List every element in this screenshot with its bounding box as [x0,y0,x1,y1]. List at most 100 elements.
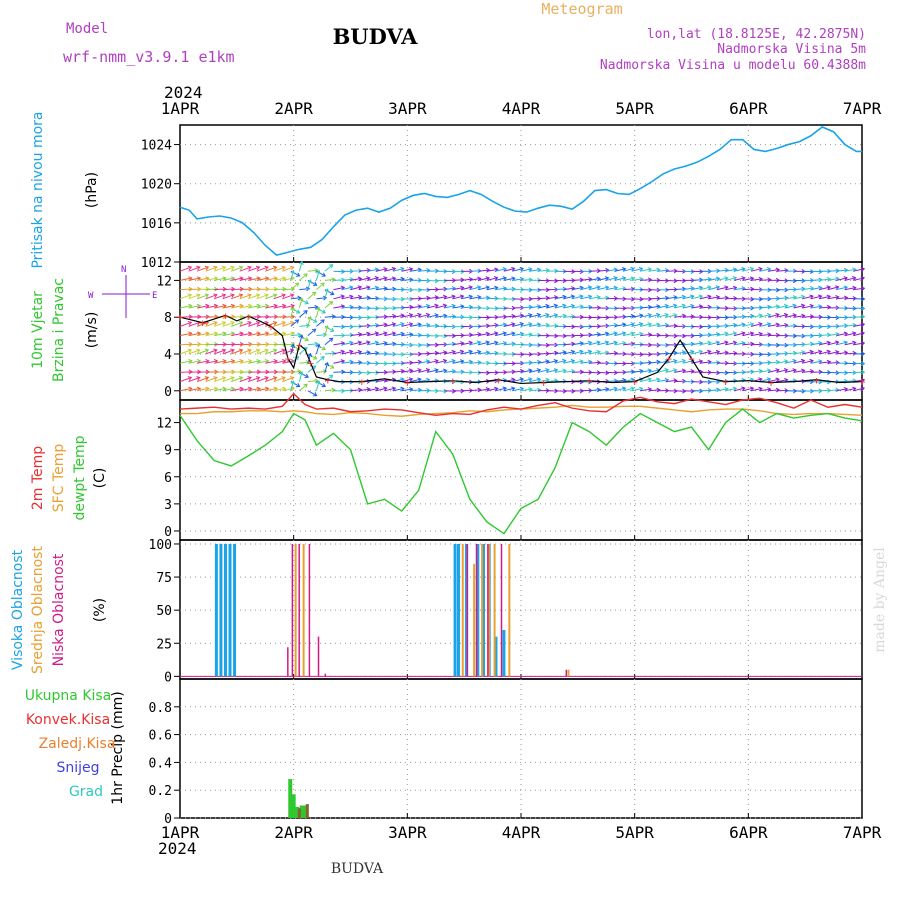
wind-arrow-head [502,276,507,281]
wind-arrow-head [596,340,601,346]
wind-arrow [520,306,532,309]
wind-arrow-head [579,349,584,355]
wind-arrow [546,379,558,383]
wind-arrow [682,370,694,373]
wind-arrow-head [553,368,559,373]
wind-arrow-head [281,348,286,354]
wind-arrow [691,286,703,291]
low-cloud-bar [466,543,469,677]
wind-arrow-head [553,303,559,309]
y-tick-label: 1020 [141,178,172,193]
wind-arrow-head [860,377,866,383]
wind-arrow-head [331,314,336,319]
wind-arrow [358,351,370,355]
wind-arrow [495,287,507,291]
wind-arrow [768,378,780,383]
wind-arrow [742,277,754,281]
wind-arrow [205,305,218,309]
wind-arrow [401,268,413,272]
high-cloud-bar [456,543,460,677]
wind-arrow [273,349,286,355]
wind-arrow [606,387,618,392]
wind-arrow [307,269,318,272]
high-cloud-bar [502,630,506,677]
wind-arrow [512,268,524,272]
wind-arrow [555,288,567,291]
wind-arrow-head [536,377,542,383]
wind-arrow-head [511,286,516,292]
wind-arrow-head [681,303,686,309]
wind-arrow [427,360,439,364]
wind-arrow [597,277,609,281]
wind-arrow [614,342,626,346]
wind-arrow-head [775,312,780,318]
wind-arrow-head [630,266,635,272]
wind-arrow-head [732,276,738,281]
wind-arrow [188,360,201,364]
wind-arrow-head [638,266,644,272]
wind-arrow [631,333,643,337]
wind-arrow [537,369,549,373]
wind-arrow [529,268,541,272]
wind-arrow [188,294,200,300]
wind-arrow-head [638,322,644,327]
wind-arrow [333,371,345,373]
wind-arrow [563,295,575,300]
wind-arrow [785,369,797,373]
wind-arrow [785,304,797,309]
wind-arrow [307,380,318,383]
wind-arrow-head [656,387,661,393]
wind-arrow [239,321,252,327]
wind-arrow-head [451,294,456,300]
wind-arrow [393,268,404,272]
wind-arrow [836,277,848,281]
wind-arrow [606,332,618,337]
wind-arrow-head [313,281,318,287]
wind-arrow-head [196,348,201,354]
wind-arrow [844,268,856,272]
wind-arrow [273,332,286,337]
wind-arrow-head [775,387,781,393]
wind-arrow [231,387,244,392]
wind-arrow [554,304,566,309]
precip-total-bar [295,806,300,818]
wind-arrow [452,342,464,346]
wind-arrow [248,387,261,392]
wind-arrow-head [655,312,661,318]
wind-arrow-head [272,320,278,326]
wind-arrow [265,332,278,337]
wind-arrow [580,361,592,364]
wind-arrow [273,266,286,272]
wind-arrow [333,305,345,309]
wind-arrow [418,324,430,327]
wind-arrow [486,268,498,272]
wind-arrow [196,332,209,337]
wind-arrow-head [494,386,499,392]
wind-arrow [648,268,660,272]
high-cloud-bar [219,543,223,677]
wind-arrow [299,310,308,318]
wind-arrow-head [630,386,635,392]
wind-arrow-head [766,322,772,327]
wind-arrow-head [485,340,490,346]
y-tick-label: 3 [164,498,172,513]
wind-arrow [230,377,243,383]
wind-arrow [358,332,370,337]
wind-arrow-head [460,369,465,375]
wind-arrow [529,305,541,309]
wind-arrow-head [707,285,712,290]
wind-arrow-head [417,368,422,373]
wind-arrow [512,378,524,383]
wind-arrow [691,360,703,364]
wind-arrow [461,341,473,346]
wind-arrow-head [809,294,814,300]
wind-arrow [265,305,278,309]
wind-arrow-head [187,348,193,354]
wind-arrow [819,341,831,346]
wind-arrow-head [230,265,235,271]
time-tick-label: 5APR [615,99,654,118]
wind-arrow-head [749,331,755,337]
wind-arrow-head [255,348,261,354]
wind-arrow-head [295,382,301,388]
wind-arrow [290,356,299,364]
